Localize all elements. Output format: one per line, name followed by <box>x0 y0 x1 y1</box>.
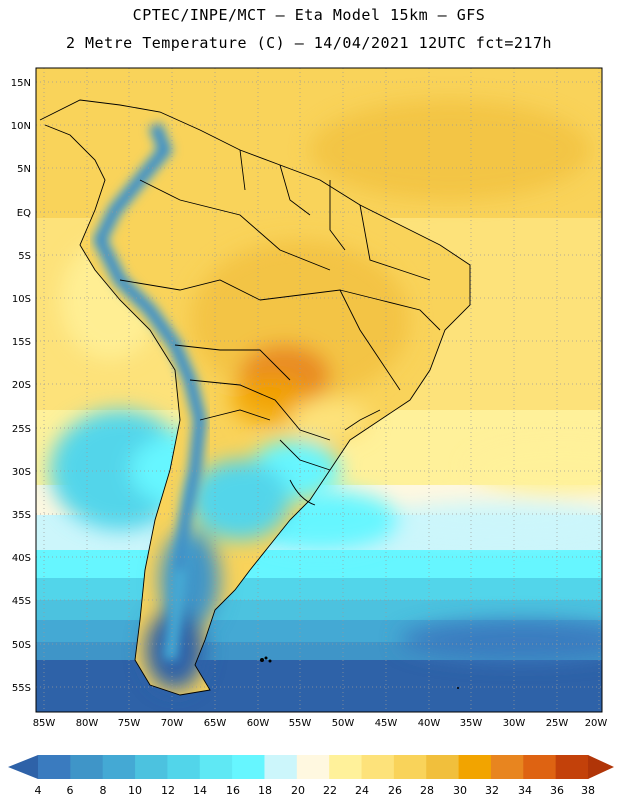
colorbar-labels: 4 6 8 10 12 14 16 18 20 22 24 26 28 30 3… <box>35 784 596 797</box>
coastlines-and-borders <box>39 99 471 696</box>
lon-label: 85W <box>33 718 56 729</box>
colorbar-swatch <box>70 755 104 779</box>
colorbar-swatch <box>426 755 460 779</box>
colorbar-label: 32 <box>485 784 499 797</box>
colorbar-label: 8 <box>100 784 107 797</box>
lat-label: 50S <box>12 640 31 651</box>
colorbar-swatch <box>458 755 492 779</box>
lat-label: 15N <box>11 78 31 89</box>
map-title-line1: CPTEC/INPE/MCT – Eta Model 15km – GFS <box>132 6 486 24</box>
colorbar-swatch <box>38 755 71 779</box>
lon-label: 35W <box>460 718 483 729</box>
colorbar-label: 36 <box>550 784 564 797</box>
colorbar-swatch <box>199 755 233 779</box>
colorbar-swatch <box>135 755 168 779</box>
colorbar-label: 24 <box>355 784 369 797</box>
lon-label: 50W <box>332 718 355 729</box>
lat-label: 25S <box>12 424 31 435</box>
colorbar-label: 34 <box>518 784 532 797</box>
lon-label: 20W <box>585 718 608 729</box>
colorbar-label: 12 <box>161 784 175 797</box>
colorbar-swatch <box>232 755 265 779</box>
colorbar-arrow-high <box>588 755 614 779</box>
lat-label: 40S <box>12 553 31 564</box>
lat-label: 20S <box>12 380 31 391</box>
colorbar-swatch <box>296 755 330 779</box>
colorbar-label: 22 <box>323 784 337 797</box>
lon-label: 70W <box>161 718 184 729</box>
lon-label: 45W <box>375 718 398 729</box>
temperature-field <box>36 68 602 712</box>
map-title-line2: 2 Metre Temperature (C) – 14/04/2021 12U… <box>65 34 553 52</box>
colorbar-label: 28 <box>420 784 434 797</box>
colorbar-swatch <box>102 755 136 779</box>
colorbar-label: 16 <box>226 784 240 797</box>
lon-label: 80W <box>76 718 99 729</box>
latitude-labels: 15N 10N 5N EQ 5S 10S 15S 20S 25S 30S 35S… <box>11 78 31 694</box>
colorbar-label: 30 <box>453 784 467 797</box>
colorbar-swatch <box>490 755 524 779</box>
colorbar-label: 20 <box>291 784 305 797</box>
lat-label: 10N <box>11 121 31 132</box>
colorbar-label: 18 <box>258 784 272 797</box>
colorbar <box>8 755 614 779</box>
colorbar-label: 38 <box>581 784 595 797</box>
colorbar-label: 26 <box>388 784 402 797</box>
colorbar-swatch <box>361 755 395 779</box>
map-frame <box>35 67 603 713</box>
longitude-labels: 85W 80W 75W 70W 65W 60W 55W 50W 45W 40W … <box>33 718 608 729</box>
colorbar-swatch <box>523 755 557 779</box>
lat-label: EQ <box>17 208 31 219</box>
colorbar-label: 6 <box>67 784 74 797</box>
colorbar-arrow-low <box>8 755 38 779</box>
colorbar-swatch <box>264 755 298 779</box>
colorbar-label: 14 <box>193 784 207 797</box>
lon-label: 25W <box>546 718 569 729</box>
lon-label: 30W <box>503 718 526 729</box>
lat-label: 15S <box>12 337 31 348</box>
lon-label: 65W <box>204 718 227 729</box>
colorbar-swatch <box>167 755 201 779</box>
lat-label: 35S <box>12 510 31 521</box>
colorbar-label: 10 <box>128 784 142 797</box>
lat-label: 5S <box>18 251 31 262</box>
lat-label: 5N <box>17 164 31 175</box>
lat-label: 45S <box>12 596 31 607</box>
colorbar-swatch <box>393 755 427 779</box>
colorbar-swatch <box>555 755 589 779</box>
lat-label: 10S <box>12 294 31 305</box>
lon-label: 75W <box>118 718 141 729</box>
lon-label: 40W <box>418 718 441 729</box>
lat-label: 30S <box>12 467 31 478</box>
colorbar-swatch <box>329 755 363 779</box>
lon-label: 60W <box>247 718 270 729</box>
graticule <box>36 68 602 712</box>
lon-label: 55W <box>289 718 312 729</box>
colorbar-label: 4 <box>35 784 42 797</box>
lat-label: 55S <box>12 683 31 694</box>
